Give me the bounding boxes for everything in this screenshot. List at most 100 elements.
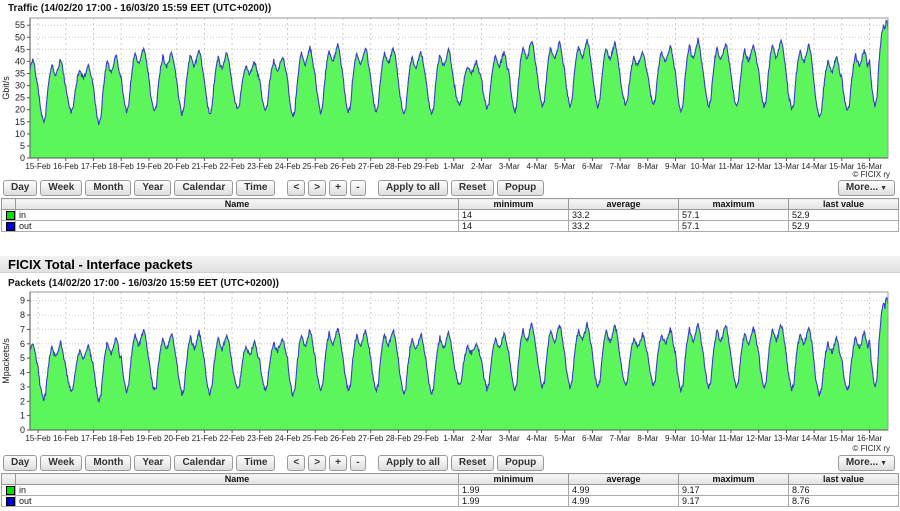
week-button[interactable]: Week <box>40 180 82 196</box>
series-maximum: 57.1 <box>679 210 789 221</box>
out-series-swatch <box>6 497 15 506</box>
packets-copyright: © FICIX ry <box>853 444 890 453</box>
svg-text:26-Feb: 26-Feb <box>330 434 356 443</box>
week-button[interactable]: Week <box>40 455 82 471</box>
year-button[interactable]: Year <box>134 455 171 471</box>
average-column-header: average <box>569 474 679 485</box>
svg-text:15-Mar: 15-Mar <box>829 162 855 171</box>
svg-text:2-Mar: 2-Mar <box>471 162 492 171</box>
prev-button[interactable]: < <box>287 180 305 196</box>
section-heading-packets: FICIX Total - Interface packets <box>0 256 900 273</box>
svg-text:2-Mar: 2-Mar <box>471 434 492 443</box>
popup-button[interactable]: Popup <box>497 455 544 471</box>
svg-text:55: 55 <box>15 20 25 30</box>
in-series-swatch <box>6 486 15 495</box>
more-button[interactable]: More...▼ <box>838 180 895 196</box>
next-button[interactable]: > <box>308 180 326 196</box>
svg-text:28-Feb: 28-Feb <box>386 162 412 171</box>
action-button-group: Apply to all Reset Popup <box>378 455 544 471</box>
svg-text:5: 5 <box>20 353 25 363</box>
svg-text:9-Mar: 9-Mar <box>665 434 686 443</box>
last-value-column-header: last value <box>789 474 899 485</box>
month-button[interactable]: Month <box>85 180 131 196</box>
series-last-value: 8.76 <box>789 485 899 496</box>
svg-text:35: 35 <box>15 69 25 79</box>
svg-text:21-Feb: 21-Feb <box>192 162 218 171</box>
svg-text:30: 30 <box>15 81 25 91</box>
series-average: 33.2 <box>569 221 679 232</box>
more-button[interactable]: More...▼ <box>838 455 895 471</box>
series-maximum: 9.17 <box>679 485 789 496</box>
legend-row-in[interactable]: in 14 33.2 57.1 52.9 <box>2 210 899 221</box>
day-button[interactable]: Day <box>3 180 37 196</box>
svg-text:13-Mar: 13-Mar <box>774 162 800 171</box>
svg-text:18-Feb: 18-Feb <box>109 434 135 443</box>
svg-text:10: 10 <box>15 129 25 139</box>
svg-text:20-Feb: 20-Feb <box>164 162 190 171</box>
time-button[interactable]: Time <box>236 455 275 471</box>
svg-text:29-Feb: 29-Feb <box>413 162 439 171</box>
reset-button[interactable]: Reset <box>451 455 494 471</box>
series-minimum: 1.99 <box>459 496 569 507</box>
apply-to-all-button[interactable]: Apply to all <box>378 180 448 196</box>
svg-text:23-Feb: 23-Feb <box>247 434 273 443</box>
traffic-graph-title: Traffic (14/02/20 17:00 - 16/03/20 15:59… <box>8 3 271 14</box>
more-button-label: More... <box>846 457 878 468</box>
traffic-chart[interactable]: 051015202530354045505515-Feb16-Feb17-Feb… <box>0 14 900 174</box>
svg-text:45: 45 <box>15 44 25 54</box>
traffic-legend-table: Name minimum average maximum last value … <box>1 198 899 232</box>
svg-text:16-Mar: 16-Mar <box>857 434 883 443</box>
name-column-header: Name <box>16 474 459 485</box>
svg-text:25-Feb: 25-Feb <box>303 434 329 443</box>
year-button[interactable]: Year <box>134 180 171 196</box>
name-column-header: Name <box>16 199 459 210</box>
packets-controls: Day Week Month Year Calendar Time < > + … <box>3 455 895 473</box>
svg-text:26-Feb: 26-Feb <box>330 162 356 171</box>
legend-row-in[interactable]: in 1.99 4.99 9.17 8.76 <box>2 485 899 496</box>
next-button[interactable]: > <box>308 455 326 471</box>
zoom-out-button[interactable]: - <box>350 180 366 196</box>
svg-text:25-Feb: 25-Feb <box>303 162 329 171</box>
average-column-header: average <box>569 199 679 210</box>
svg-text:27-Feb: 27-Feb <box>358 162 384 171</box>
svg-text:5-Mar: 5-Mar <box>554 162 575 171</box>
svg-text:7: 7 <box>20 324 25 334</box>
zoom-out-button[interactable]: - <box>350 455 366 471</box>
zoom-in-button[interactable]: + <box>329 180 347 196</box>
svg-text:1-Mar: 1-Mar <box>443 162 464 171</box>
popup-button[interactable]: Popup <box>497 180 544 196</box>
nav-button-group: < > + - <box>287 455 366 471</box>
svg-text:29-Feb: 29-Feb <box>413 434 439 443</box>
series-last-value: 52.9 <box>789 221 899 232</box>
series-name: out <box>16 496 459 507</box>
svg-text:Gbit/s: Gbit/s <box>1 76 11 100</box>
svg-text:19-Feb: 19-Feb <box>136 434 162 443</box>
calendar-button[interactable]: Calendar <box>174 455 233 471</box>
svg-text:8-Mar: 8-Mar <box>637 162 658 171</box>
calendar-button[interactable]: Calendar <box>174 180 233 196</box>
series-minimum: 14 <box>459 221 569 232</box>
svg-text:27-Feb: 27-Feb <box>358 434 384 443</box>
packets-chart[interactable]: 012345678915-Feb16-Feb17-Feb18-Feb19-Feb… <box>0 288 900 448</box>
series-average: 4.99 <box>569 496 679 507</box>
series-name: in <box>16 210 459 221</box>
reset-button[interactable]: Reset <box>451 180 494 196</box>
svg-text:12-Mar: 12-Mar <box>746 434 772 443</box>
in-series-swatch <box>6 211 15 220</box>
svg-text:2: 2 <box>20 396 25 406</box>
zoom-in-button[interactable]: + <box>329 455 347 471</box>
series-maximum: 57.1 <box>679 221 789 232</box>
prev-button[interactable]: < <box>287 455 305 471</box>
apply-to-all-button[interactable]: Apply to all <box>378 455 448 471</box>
time-button[interactable]: Time <box>236 180 275 196</box>
legend-row-out[interactable]: out 14 33.2 57.1 52.9 <box>2 221 899 232</box>
svg-text:10-Mar: 10-Mar <box>691 434 717 443</box>
series-last-value: 8.76 <box>789 496 899 507</box>
chevron-down-icon: ▼ <box>880 460 887 467</box>
month-button[interactable]: Month <box>85 455 131 471</box>
svg-text:6-Mar: 6-Mar <box>582 162 603 171</box>
day-button[interactable]: Day <box>3 455 37 471</box>
series-name: in <box>16 485 459 496</box>
svg-text:0: 0 <box>20 153 25 163</box>
legend-row-out[interactable]: out 1.99 4.99 9.17 8.76 <box>2 496 899 507</box>
